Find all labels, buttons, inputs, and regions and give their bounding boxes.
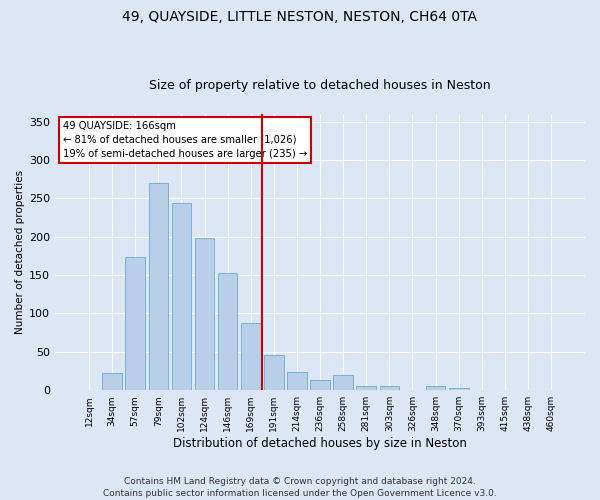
Text: 49 QUAYSIDE: 166sqm
← 81% of detached houses are smaller (1,026)
19% of semi-det: 49 QUAYSIDE: 166sqm ← 81% of detached ho… [63, 121, 307, 159]
Bar [125, 258, 145, 390]
Bar [310, 380, 330, 390]
Text: 49, QUAYSIDE, LITTLE NESTON, NESTON, CH64 0TA: 49, QUAYSIDE, LITTLE NESTON, NESTON, CH6… [122, 10, 478, 24]
Bar [356, 386, 376, 390]
Bar [172, 203, 191, 390]
Bar [426, 386, 445, 390]
Title: Size of property relative to detached houses in Neston: Size of property relative to detached ho… [149, 79, 491, 92]
X-axis label: Distribution of detached houses by size in Neston: Distribution of detached houses by size … [173, 437, 467, 450]
Bar [380, 386, 399, 390]
Bar [103, 374, 122, 390]
Bar [149, 183, 168, 390]
Bar [287, 372, 307, 390]
Bar [218, 273, 238, 390]
Bar [264, 355, 284, 390]
Bar [241, 322, 260, 390]
Y-axis label: Number of detached properties: Number of detached properties [15, 170, 25, 334]
Text: Contains HM Land Registry data © Crown copyright and database right 2024.
Contai: Contains HM Land Registry data © Crown c… [103, 476, 497, 498]
Bar [334, 375, 353, 390]
Bar [449, 388, 469, 390]
Bar [195, 238, 214, 390]
